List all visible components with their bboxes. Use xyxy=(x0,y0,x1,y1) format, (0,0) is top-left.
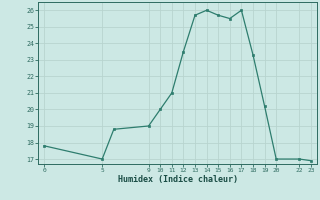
X-axis label: Humidex (Indice chaleur): Humidex (Indice chaleur) xyxy=(118,175,238,184)
